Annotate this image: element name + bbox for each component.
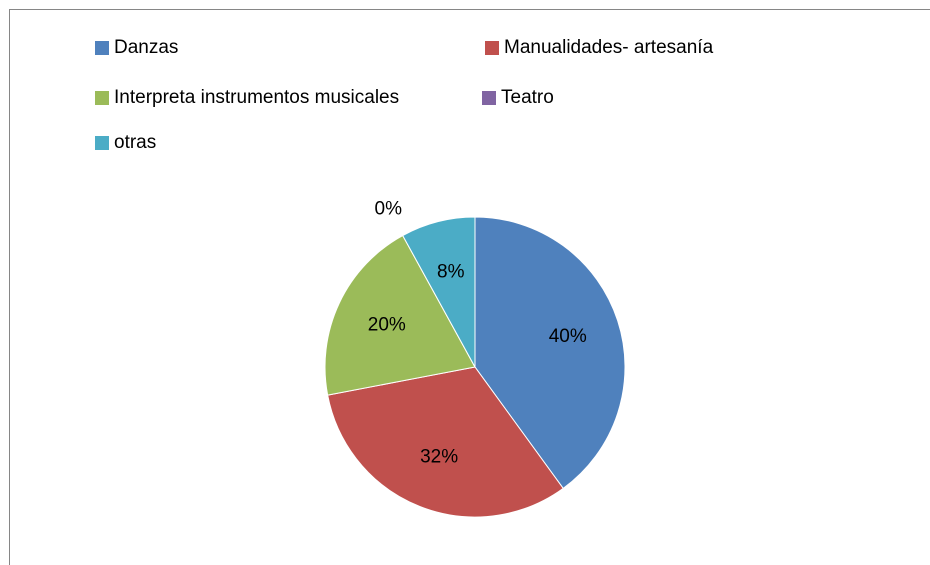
pie-slice [324,234,476,396]
data-label: 0% [375,198,403,219]
pie-slice [474,216,626,490]
pie-slice [402,216,476,368]
legend-label: otras [114,132,156,153]
legend-swatch [95,136,109,150]
data-label: 40% [549,326,587,347]
legend-label: Teatro [501,87,554,108]
legend-swatch [485,41,499,55]
data-label: 32% [420,447,458,468]
legend-label: Danzas [114,37,178,58]
legend-swatch [482,91,496,105]
data-label: 20% [368,315,406,336]
pie-slice [327,366,564,518]
legend-swatch [95,91,109,105]
legend-label: Manualidades- artesanía [504,37,714,58]
data-label: 8% [437,262,465,283]
legend-label: Interpreta instrumentos musicales [114,87,399,108]
legend-swatch [95,41,109,55]
